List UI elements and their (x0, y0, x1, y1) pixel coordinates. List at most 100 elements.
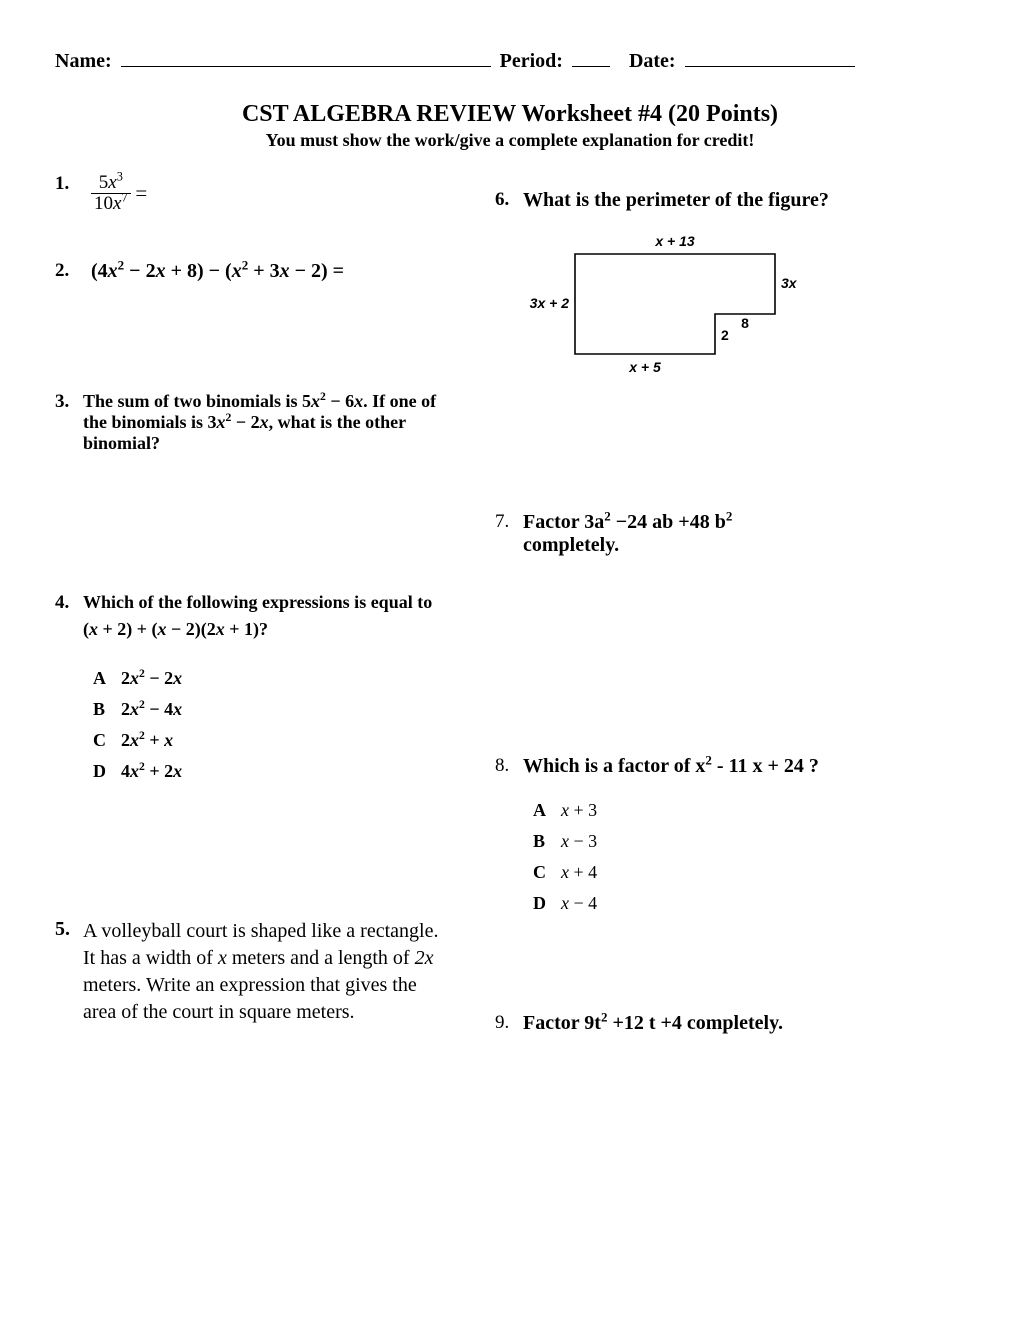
title-sub: You must show the work/give a complete e… (55, 130, 965, 151)
q5-t4: area of the court in square meters. (83, 1001, 355, 1023)
q3-number: 3. (55, 391, 83, 454)
q4-oa-c: 2 (121, 668, 130, 688)
question-4: 4. Which of the following expressions is… (55, 592, 485, 792)
question-5: 5. A volleyball court is shaped like a r… (55, 918, 485, 1026)
q6-figure: x + 13 3x + 2 3x 8 2 x + 5 (515, 226, 965, 401)
q5-x2: 2x (415, 947, 434, 969)
q8-oc-v: x (561, 862, 569, 882)
q4-option-a: A 2x2 − 2x (93, 668, 485, 689)
q3-l2b: − 2 (231, 412, 259, 432)
q8-od-v: x (561, 893, 569, 913)
q1-fraction: 5x3 10x7 (91, 173, 131, 214)
q7-t2: −24 ab +48 b (611, 511, 726, 533)
q8-ob-letter: B (533, 831, 561, 852)
question-3: 3. The sum of two binomials is 5x2 − 6x.… (55, 391, 485, 454)
q4-od-v: x (130, 761, 139, 781)
q3-t2: − 6 (326, 391, 354, 411)
q4-od-c: 4 (121, 761, 130, 781)
q7-body: Factor 3a2 −24 ab +48 b2 completely. (523, 511, 965, 557)
q8-od-t: − 4 (569, 893, 597, 913)
label-right-upper: 3x (781, 275, 798, 291)
q8-oa-v: x (561, 800, 569, 820)
q1-num-var: x (108, 172, 116, 193)
q8-options: A x + 3 B x − 3 C x + 4 D (533, 800, 965, 914)
q4-od-v2: x (173, 761, 182, 781)
q4-oc-c: 2 (121, 730, 130, 750)
q2-p1: (4 (91, 260, 108, 282)
q3-x3: x (217, 412, 226, 432)
period-blank[interactable] (572, 66, 610, 67)
q4-oc-t: + (145, 730, 164, 750)
q4-opt-b-letter: B (93, 699, 121, 720)
q4-oa-v2: x (173, 668, 182, 688)
columns: 1. 5x3 10x7 = 2. (55, 173, 965, 1053)
q3-t1: The sum of two binomials is 5 (83, 391, 311, 411)
q2-p5: − 2) = (290, 260, 344, 282)
q4-x1: x (89, 619, 98, 639)
q4-oa-t: − 2 (145, 668, 173, 688)
q8-oc-t: + 4 (569, 862, 597, 882)
q3-body: The sum of two binomials is 5x2 − 6x. If… (83, 391, 485, 454)
title-block: CST ALGEBRA REVIEW Worksheet #4 (20 Poin… (55, 101, 965, 151)
q8-od-letter: D (533, 893, 561, 914)
question-9: 9. Factor 9t2 +12 t +4 completely. (495, 1012, 965, 1035)
q7-t1: Factor 3a (523, 511, 604, 533)
q3-t3: . If one of (363, 391, 436, 411)
q7-e2: 2 (726, 508, 733, 523)
q8-option-a: A x + 3 (533, 800, 965, 821)
q5-t2b: meters and a length of (227, 947, 415, 969)
q3-x2: x (354, 391, 363, 411)
q4-oa-v: x (130, 668, 139, 688)
q1-num-coef: 5 (99, 172, 109, 193)
left-column: 1. 5x3 10x7 = 2. (55, 173, 495, 1053)
q7-number: 7. (495, 511, 523, 557)
q4-options: A 2x2 − 2x B 2x2 − 4x C 2x2 + x D (93, 668, 485, 782)
q9-body: Factor 9t2 +12 t +4 completely. (523, 1012, 965, 1035)
q4-ob-t: − 4 (145, 699, 173, 719)
q4-ob-v: x (130, 699, 139, 719)
q3-l2a: the binomials is 3 (83, 412, 217, 432)
label-bottom: x + 5 (628, 359, 661, 375)
worksheet-page: Name: Period: Date: CST ALGEBRA REVIEW W… (0, 0, 1020, 1320)
title-main: CST ALGEBRA REVIEW Worksheet #4 (20 Poin… (55, 101, 965, 128)
q4-oc-v2: x (164, 730, 173, 750)
label-step-v: 2 (721, 327, 729, 343)
q4-option-c: C 2x2 + x (93, 730, 485, 751)
name-blank[interactable] (121, 66, 491, 67)
question-8: 8. Which is a factor of x2 - 11 x + 24 ?… (495, 755, 965, 924)
q3-l2c: , what is the other (269, 412, 407, 432)
date-blank[interactable] (685, 66, 855, 67)
q4-number: 4. (55, 592, 83, 792)
q2-p3: + 8) − ( (166, 260, 232, 282)
q5-t3: meters. Write an expression that gives t… (83, 974, 417, 996)
q4-ed: + 1)? (225, 619, 268, 639)
period-label: Period: (500, 50, 563, 72)
q2-x3: x (232, 260, 242, 282)
right-column: 6. What is the perimeter of the figure? … (495, 173, 965, 1053)
q4-opt-d-letter: D (93, 761, 121, 782)
q9-t2: +12 t +4 completely. (607, 1012, 783, 1034)
q9-t1: Factor 9t (523, 1012, 601, 1034)
q6-text: What is the perimeter of the figure? (523, 189, 965, 212)
name-label: Name: (55, 50, 112, 72)
q8-option-d: D x − 4 (533, 893, 965, 914)
q8-ob-t: − 3 (569, 831, 597, 851)
q1-den-exp: 7 (121, 191, 127, 205)
question-1: 1. 5x3 10x7 = (55, 173, 485, 214)
q1-den-coef: 10 (94, 193, 113, 214)
q4-line1: Which of the following expressions is eq… (83, 592, 432, 612)
date-label: Date: (629, 50, 676, 72)
q2-p4: + 3 (248, 260, 279, 282)
label-top: x + 13 (654, 233, 695, 249)
q1-equals: = (135, 181, 147, 205)
q8-ob-v: x (561, 831, 569, 851)
q4-opt-a-letter: A (93, 668, 121, 689)
question-2: 2. (4x2 − 2x + 8) − (x2 + 3x − 2) = (55, 260, 485, 283)
perimeter-figure-svg: x + 13 3x + 2 3x 8 2 x + 5 (515, 226, 835, 396)
q4-ob-v2: x (173, 699, 182, 719)
q8-oa-letter: A (533, 800, 561, 821)
q5-t1: A volleyball court is shaped like a rect… (83, 920, 438, 942)
q5-x1: x (218, 947, 227, 969)
q1-body: 5x3 10x7 = (83, 173, 485, 214)
q3-x1: x (311, 391, 320, 411)
